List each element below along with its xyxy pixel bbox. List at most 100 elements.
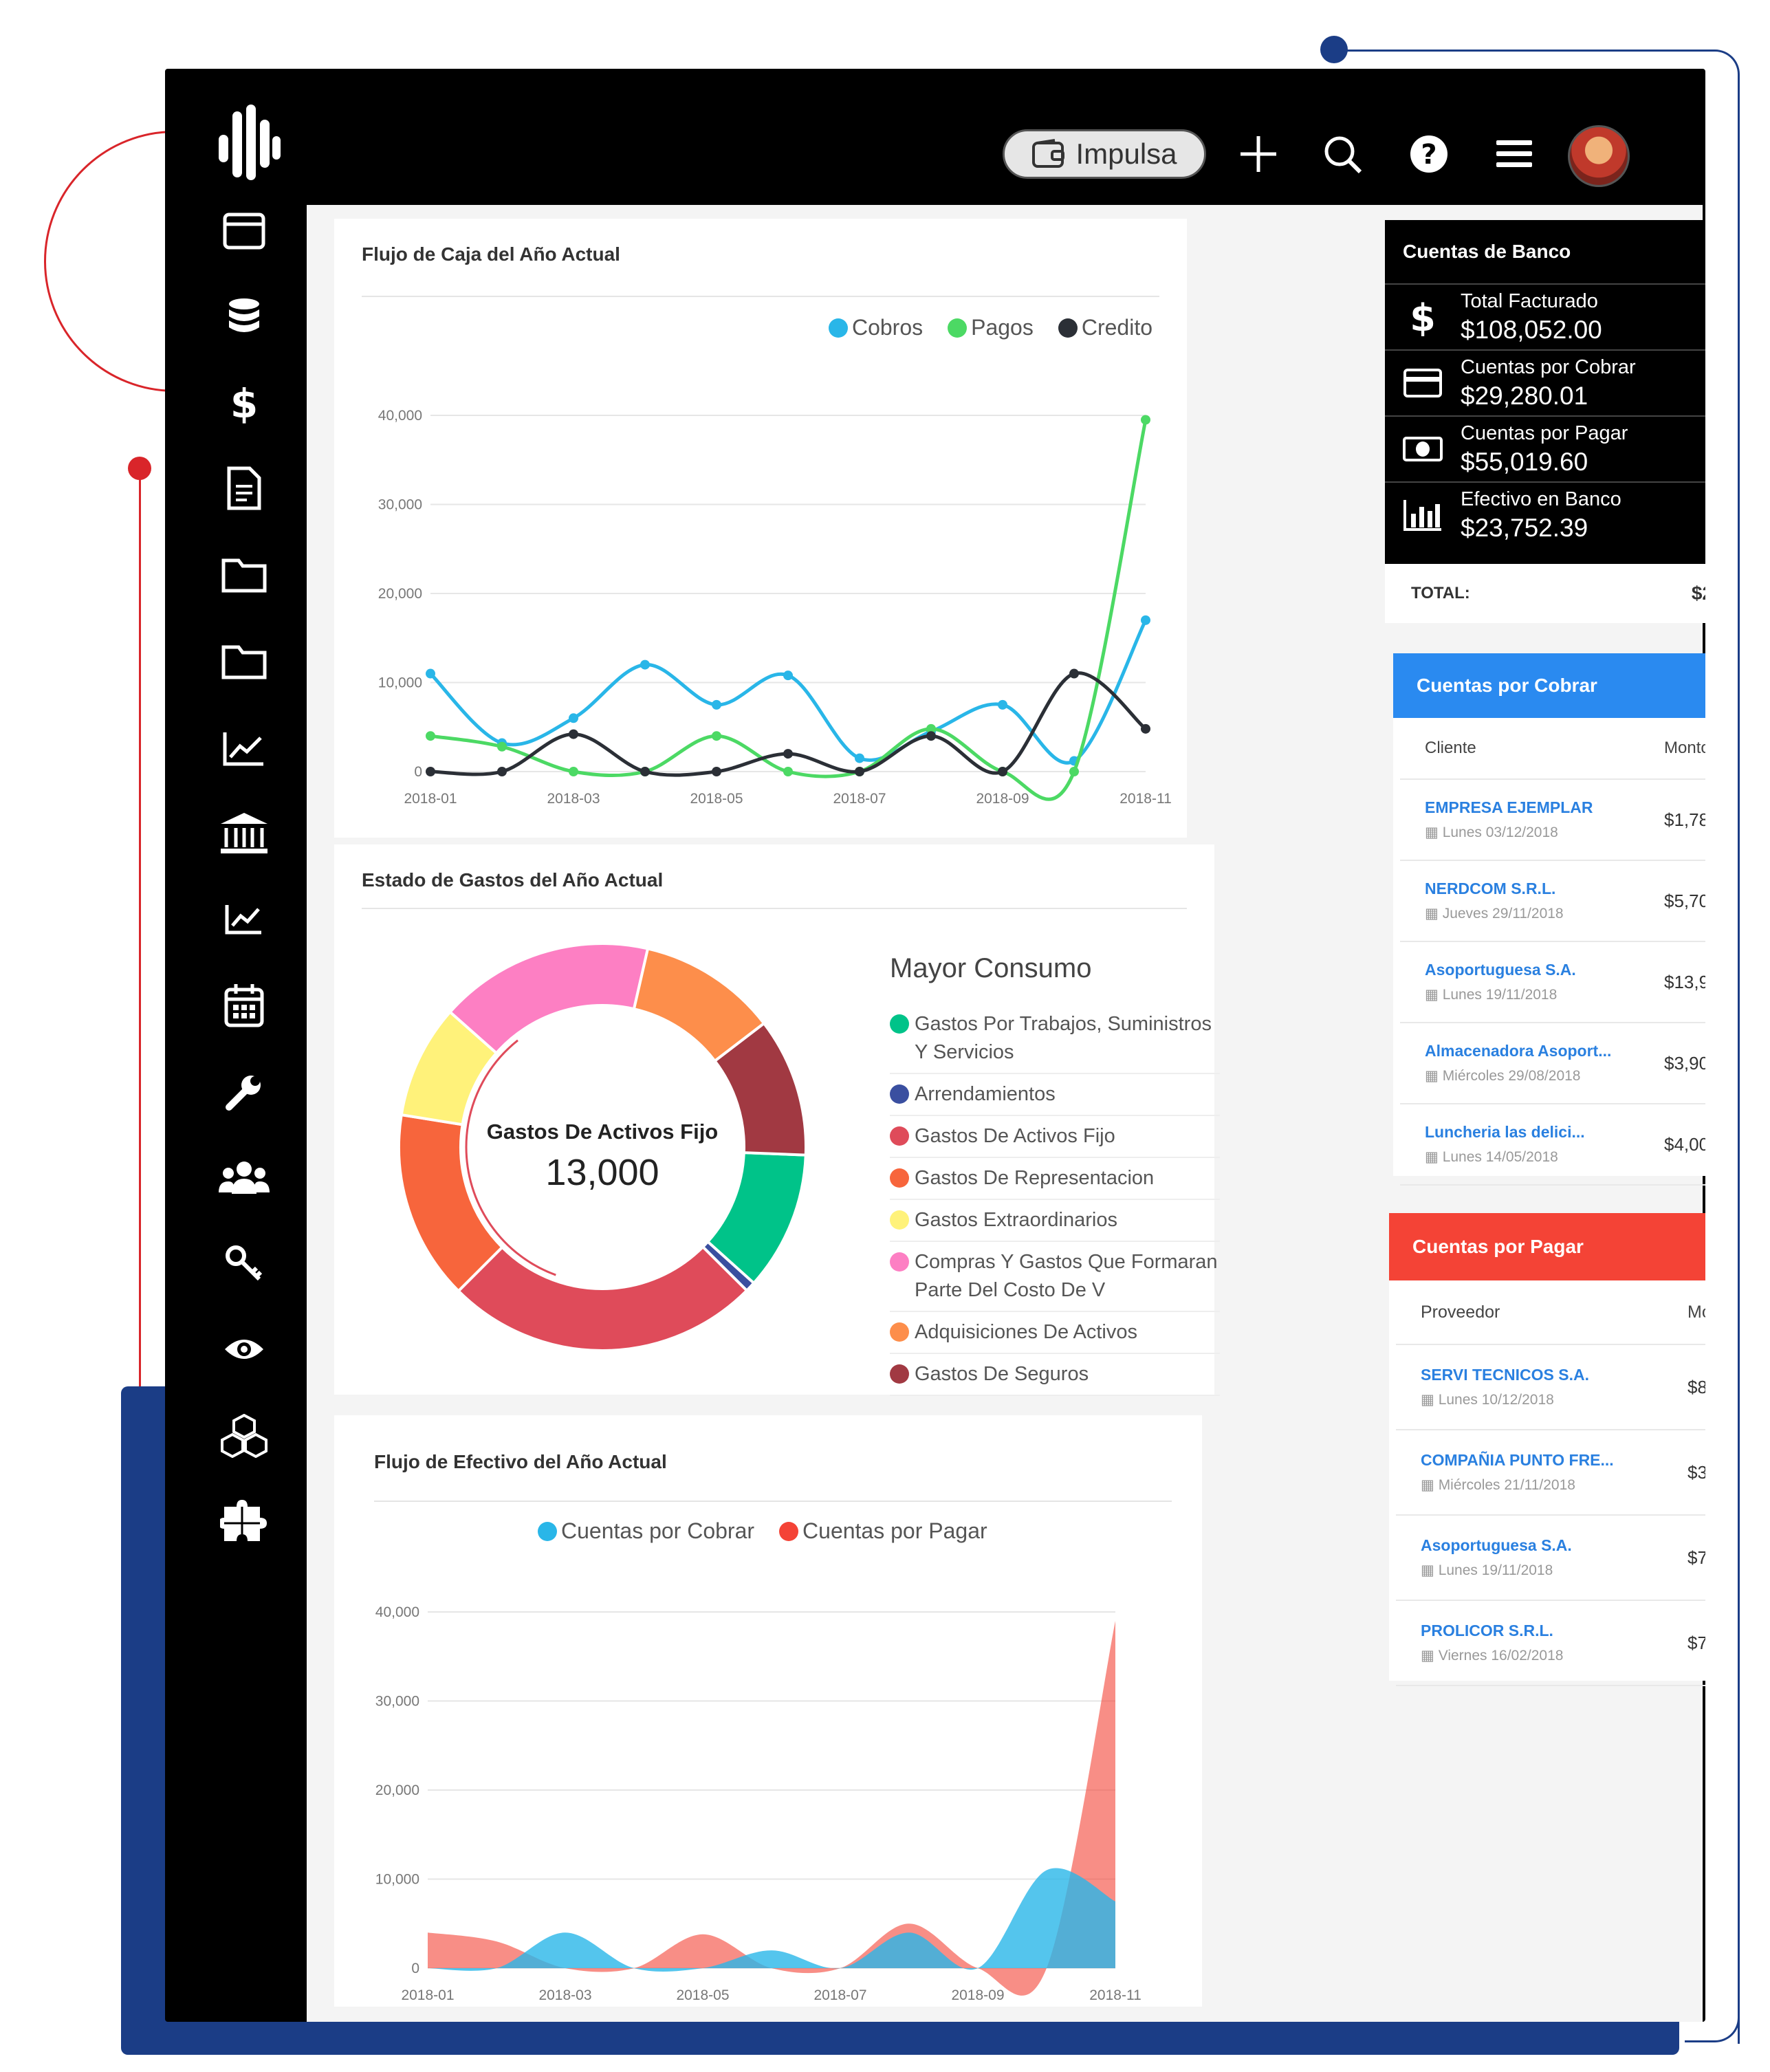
data-point[interactable] xyxy=(1141,723,1150,734)
data-point[interactable] xyxy=(855,767,864,776)
table-row[interactable]: PROLICOR S.R.L.▦ Viernes 16/02/2018$7,55… xyxy=(1396,1601,1705,1686)
table-row[interactable]: NERDCOM S.R.L.▦ Jueves 29/11/2018$5,700.… xyxy=(1400,861,1705,942)
calendar-icon[interactable] xyxy=(208,978,281,1033)
legend-item[interactable]: Gastos Extraordinarios xyxy=(890,1200,1220,1242)
data-point[interactable] xyxy=(569,729,578,739)
donut-slice[interactable] xyxy=(448,942,650,1056)
data-point[interactable] xyxy=(712,767,721,776)
data-point[interactable] xyxy=(783,670,793,681)
bank-icon[interactable] xyxy=(208,806,281,861)
row-name-link[interactable]: NERDCOM S.R.L. xyxy=(1425,880,1556,897)
data-point[interactable] xyxy=(998,699,1007,710)
avatar[interactable] xyxy=(1568,125,1630,187)
bank-row-label: Cuentas por Pagar xyxy=(1461,422,1628,444)
legend-item-cuentas-pagar[interactable]: Cuentas por Pagar xyxy=(779,1518,987,1544)
database-icon[interactable] xyxy=(208,290,281,345)
legend-item[interactable]: Arrendamientos xyxy=(890,1074,1220,1116)
data-point[interactable] xyxy=(426,767,435,776)
legend-dot xyxy=(890,1014,909,1034)
data-point[interactable] xyxy=(712,699,721,710)
row-date-text: Lunes 14/05/2018 xyxy=(1442,1149,1558,1165)
row-name-link[interactable]: Luncheria las delici... xyxy=(1425,1123,1585,1141)
legend-item-cobros[interactable]: Cobros xyxy=(828,315,923,340)
table-row[interactable]: Almacenadora Asoport... ▦ Miércoles 29/08… xyxy=(1400,1023,1705,1104)
row-name-link[interactable]: SERVI TECNICOS S.A. xyxy=(1421,1366,1589,1384)
table-row[interactable]: Asoportuguesa S.A. ▦ Lunes 19/11/2018 $13,… xyxy=(1400,942,1705,1023)
legend-item[interactable]: Compras Y Gastos Que Formaran Parte Del … xyxy=(890,1242,1220,1312)
document-icon[interactable] xyxy=(208,461,281,516)
bank-row-value: $23,752.39 xyxy=(1461,513,1588,542)
eye-icon[interactable] xyxy=(208,1322,281,1377)
menu-icon[interactable] xyxy=(1487,127,1542,182)
table-row[interactable]: Luncheria las delici... ▦ Lunes 14/05/201… xyxy=(1400,1104,1705,1186)
folder-icon[interactable] xyxy=(208,634,281,689)
row-name-link[interactable]: PROLICOR S.R.L. xyxy=(1421,1622,1553,1639)
decor-blue-dot xyxy=(1320,36,1348,63)
wrench-icon[interactable] xyxy=(208,1065,281,1120)
row-name-link[interactable]: EMPRESA EJEMPLAR xyxy=(1425,798,1593,816)
data-point[interactable] xyxy=(569,767,578,776)
row-name-link[interactable]: Asoportuguesa S.A. xyxy=(1425,961,1576,979)
donut-highlight-ring xyxy=(465,1010,740,1285)
series-line-cobros xyxy=(429,619,1148,765)
legend-dot xyxy=(890,1084,909,1104)
table-row[interactable]: Asoportuguesa S.A.▦ Lunes 19/11/2018$7,4… xyxy=(1396,1516,1705,1601)
search-icon[interactable] xyxy=(1315,127,1370,182)
data-point[interactable] xyxy=(1069,668,1079,679)
table-row[interactable]: SERVI TECNICOS S.A.▦ Lunes 10/12/2018$8,… xyxy=(1396,1345,1705,1430)
donut-slice[interactable] xyxy=(456,1245,749,1352)
key-icon[interactable] xyxy=(208,1236,281,1291)
impulsa-button[interactable]: Impulsa xyxy=(1003,129,1206,179)
data-point[interactable] xyxy=(855,753,864,763)
data-point[interactable] xyxy=(712,731,721,741)
row-name-link[interactable]: COMPAÑIA PUNTO FRE... xyxy=(1421,1451,1614,1469)
data-point[interactable] xyxy=(926,723,936,734)
table-row[interactable]: EMPRESA EJEMPLAR▦ Lunes 03/12/2018$1,780… xyxy=(1400,780,1705,861)
dollar-icon[interactable]: $ xyxy=(208,375,281,430)
line-chart-icon[interactable] xyxy=(208,721,281,776)
folder-icon[interactable] xyxy=(208,547,281,602)
bank-row: $ Total Facturado $108,052.00 xyxy=(1385,283,1705,349)
data-point[interactable] xyxy=(426,731,435,741)
bank-header: Cuentas de Banco ⌄ ✕ xyxy=(1385,220,1705,283)
legend-item[interactable]: Adquisiciones De Activos xyxy=(890,1312,1220,1354)
table-row[interactable]: COMPAÑIA PUNTO FRE... ▦ Miércoles 21/11/2… xyxy=(1396,1430,1705,1516)
row-name-link[interactable]: Almacenadora Asoport... xyxy=(1425,1042,1612,1060)
data-point[interactable] xyxy=(569,713,578,723)
legend-item-pagos[interactable]: Pagos xyxy=(948,315,1034,340)
plus-icon[interactable] xyxy=(1231,127,1286,182)
legend-item[interactable]: Gastos De Representacion xyxy=(890,1158,1220,1200)
row-amount: $31,113.60 xyxy=(1687,1461,1705,1483)
legend-dot xyxy=(890,1126,909,1146)
legend-dot xyxy=(890,1364,909,1384)
data-point[interactable] xyxy=(497,741,507,752)
legend-item[interactable]: Gastos Por Trabajos, Suministros Y Servi… xyxy=(890,1004,1220,1074)
col-client: Cliente xyxy=(1425,739,1476,757)
bank-total-value: $23,752.39 xyxy=(1691,582,1705,604)
row-name-link[interactable]: Asoportuguesa S.A. xyxy=(1421,1536,1572,1554)
data-point[interactable] xyxy=(1069,767,1079,776)
data-point[interactable] xyxy=(1141,615,1150,625)
users-icon[interactable] xyxy=(208,1150,281,1205)
data-point[interactable] xyxy=(783,749,793,759)
data-point[interactable] xyxy=(783,767,793,776)
puzzle-icon[interactable] xyxy=(208,1494,281,1549)
data-point[interactable] xyxy=(640,767,650,776)
legend-item-credito[interactable]: Credito xyxy=(1058,315,1152,340)
legend-item-cuentas-cobrar[interactable]: Cuentas por Cobrar xyxy=(538,1518,754,1544)
data-point[interactable] xyxy=(926,731,936,741)
boxes-icon[interactable] xyxy=(208,1408,281,1463)
data-point[interactable] xyxy=(426,668,435,679)
window-icon[interactable] xyxy=(208,204,281,259)
data-point[interactable] xyxy=(998,767,1007,776)
legend-item[interactable]: Gastos De Activos Fijo xyxy=(890,1116,1220,1158)
data-point[interactable] xyxy=(497,767,507,776)
row-info: Asoportuguesa S.A. ▦ Lunes 19/11/2018 xyxy=(1396,1536,1687,1579)
trend-icon[interactable] xyxy=(208,891,281,946)
help-icon[interactable]: ? xyxy=(1401,127,1456,182)
legend-label: Cuentas por Cobrar xyxy=(561,1518,755,1543)
donut-slice[interactable] xyxy=(712,1021,807,1157)
data-point[interactable] xyxy=(1141,415,1150,425)
legend-item[interactable]: Gastos De Seguros xyxy=(890,1354,1220,1396)
data-point[interactable] xyxy=(640,659,650,670)
